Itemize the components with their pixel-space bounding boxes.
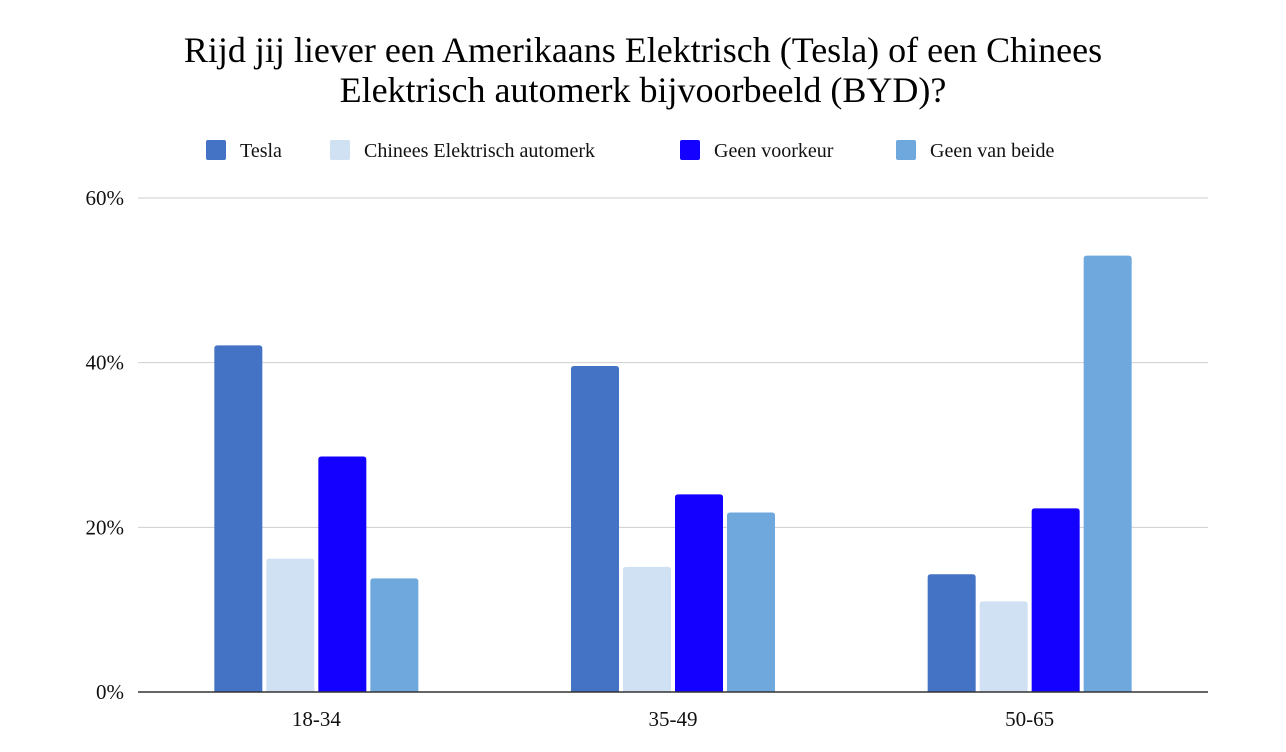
bar: [370, 578, 419, 692]
y-tick-label: 0%: [96, 680, 124, 704]
y-tick-label: 60%: [86, 186, 125, 210]
legend-swatch: [330, 140, 350, 160]
bar: [318, 456, 367, 692]
chart-title-line: Rijd jij liever een Amerikaans Elektrisc…: [184, 30, 1102, 70]
chart-title: Rijd jij liever een Amerikaans Elektrisc…: [184, 30, 1102, 110]
legend-label: Tesla: [240, 140, 282, 162]
bar: [727, 512, 775, 692]
bars: [214, 255, 1132, 692]
bar: [214, 345, 263, 692]
x-tick-label: 50-65: [1005, 707, 1054, 731]
x-tick-label: 35-49: [649, 707, 698, 731]
legend-swatch: [206, 140, 226, 160]
bar: [979, 601, 1028, 692]
y-axis-ticks: 0% 20% 40% 60%: [86, 186, 125, 704]
bar: [571, 365, 619, 692]
bar: [1031, 508, 1080, 692]
legend-swatch: [896, 140, 916, 160]
legend-swatch: [680, 140, 700, 160]
x-tick-label: 18-34: [292, 707, 341, 731]
bar: [675, 494, 723, 692]
legend-label: Chinees Elektrisch automerk: [364, 140, 595, 162]
gridlines: [138, 197, 1208, 528]
chart-title-line: Elektrisch automerk bijvoorbeeld (BYD)?: [340, 70, 947, 110]
bar: [1083, 255, 1132, 692]
bar: [927, 574, 976, 692]
bar: [623, 566, 671, 692]
bar: [266, 558, 315, 692]
legend-label: Geen van beide: [930, 140, 1055, 162]
y-tick-label: 20%: [86, 515, 125, 539]
legend: Tesla Chinees Elektrisch automerk Geen voo…: [206, 140, 1055, 162]
y-tick-label: 40%: [86, 351, 125, 375]
x-axis-ticks: 18-34 35-49 50-65: [292, 707, 1054, 731]
legend-label: Geen voorkeur: [714, 140, 834, 162]
